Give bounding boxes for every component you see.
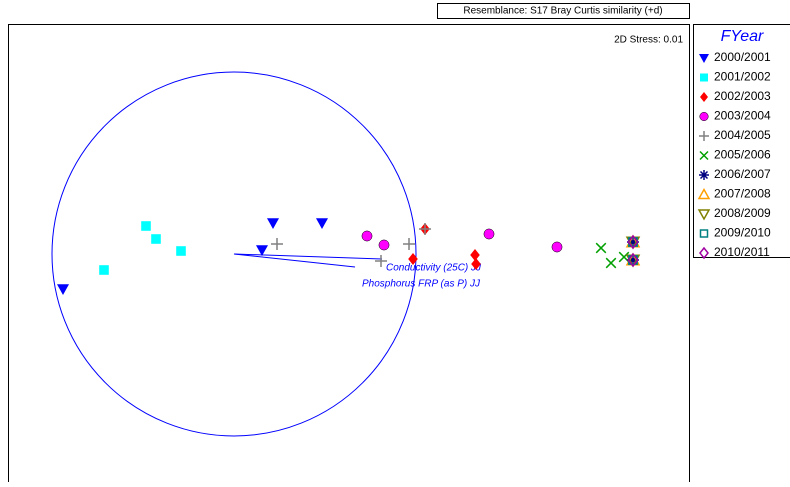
point [362, 231, 372, 241]
legend-label: 2002/2003 [714, 89, 771, 103]
legend-label: 2004/2005 [714, 128, 771, 142]
legend-marker [699, 170, 709, 180]
legend-marker [700, 112, 709, 121]
legend-marker [700, 74, 708, 82]
legend-label: 2007/2008 [714, 187, 771, 201]
point [419, 223, 431, 235]
point [57, 284, 69, 295]
legend-title: FYear [721, 28, 764, 45]
legend-label: 2005/2006 [714, 148, 771, 162]
vector-label: Phosphorus FRP (as P) JJ [362, 279, 481, 290]
point [99, 265, 109, 275]
legend-label: 2008/2009 [714, 206, 771, 220]
point [403, 238, 415, 250]
resemblance: Resemblance: S17 Bray Curtis similarity … [463, 6, 662, 17]
point [470, 249, 480, 261]
point [141, 221, 151, 231]
point [596, 243, 606, 253]
legend-label: 2003/2004 [714, 109, 771, 123]
point [267, 218, 279, 229]
plot-frame [9, 25, 690, 483]
point [552, 242, 562, 252]
legend-label: 2001/2002 [714, 70, 771, 84]
point [484, 229, 494, 239]
vector-label: Conductivity (25C) JJ [386, 263, 482, 274]
point [151, 234, 161, 244]
stress: 2D Stress: 0.01 [614, 35, 683, 46]
point [316, 218, 328, 229]
point [271, 238, 283, 250]
legend-label: 2010/2011 [714, 245, 770, 259]
legend-label: 2009/2010 [714, 226, 771, 240]
point [176, 246, 186, 256]
legend-label: 2000/2001 [714, 50, 771, 64]
point [606, 258, 616, 268]
legend-label: 2006/2007 [714, 167, 771, 181]
point [379, 240, 389, 250]
